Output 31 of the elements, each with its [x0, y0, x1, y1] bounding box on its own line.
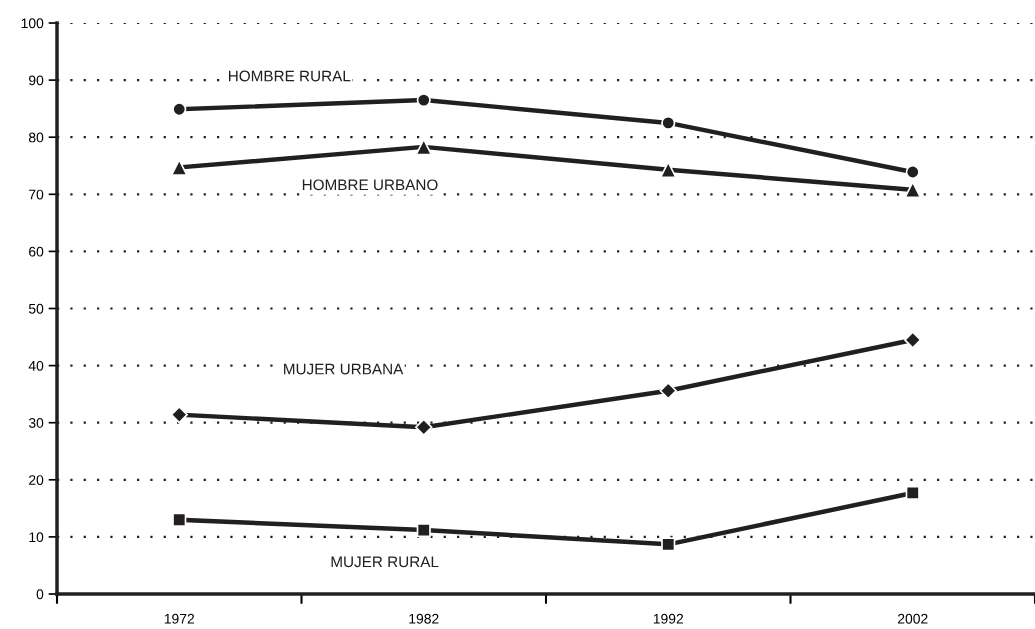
y-tick-label: 20: [29, 475, 44, 485]
point: [416, 522, 431, 538]
series-label: HOMBRE RURAL: [228, 70, 351, 82]
y-tick-label: 10: [29, 532, 44, 543]
x-tick-label: 1972: [164, 613, 194, 624]
point: [172, 102, 187, 117]
point: [661, 537, 676, 552]
point: [172, 512, 187, 527]
point: [416, 93, 431, 108]
series-label: MUJER RURAL: [331, 556, 439, 568]
y-tick-label: 60: [29, 246, 44, 257]
y-tick-label: 90: [29, 75, 44, 86]
y-tick-label: 0: [36, 589, 44, 600]
y-tick-label: 30: [28, 418, 44, 428]
y-tick-label: 70: [29, 189, 44, 200]
point: [415, 418, 433, 436]
point: [904, 331, 922, 349]
text: MUJER URBANA: [284, 363, 404, 375]
point: [170, 406, 188, 424]
x-tick-label: 2002: [898, 613, 928, 624]
y-tick-label: 40: [28, 360, 44, 371]
point: [659, 382, 677, 400]
x-tick-label: 1982: [409, 613, 439, 624]
point: [905, 164, 920, 180]
y-tick-label: 100: [21, 18, 44, 29]
series-label: HOMBRE URBANO: [302, 179, 438, 191]
x-tick-label: 1992: [653, 613, 683, 624]
y-tick-label: 50: [28, 303, 44, 314]
y-tick-label: 80: [28, 132, 44, 143]
point: [905, 485, 920, 501]
point: [661, 115, 676, 131]
